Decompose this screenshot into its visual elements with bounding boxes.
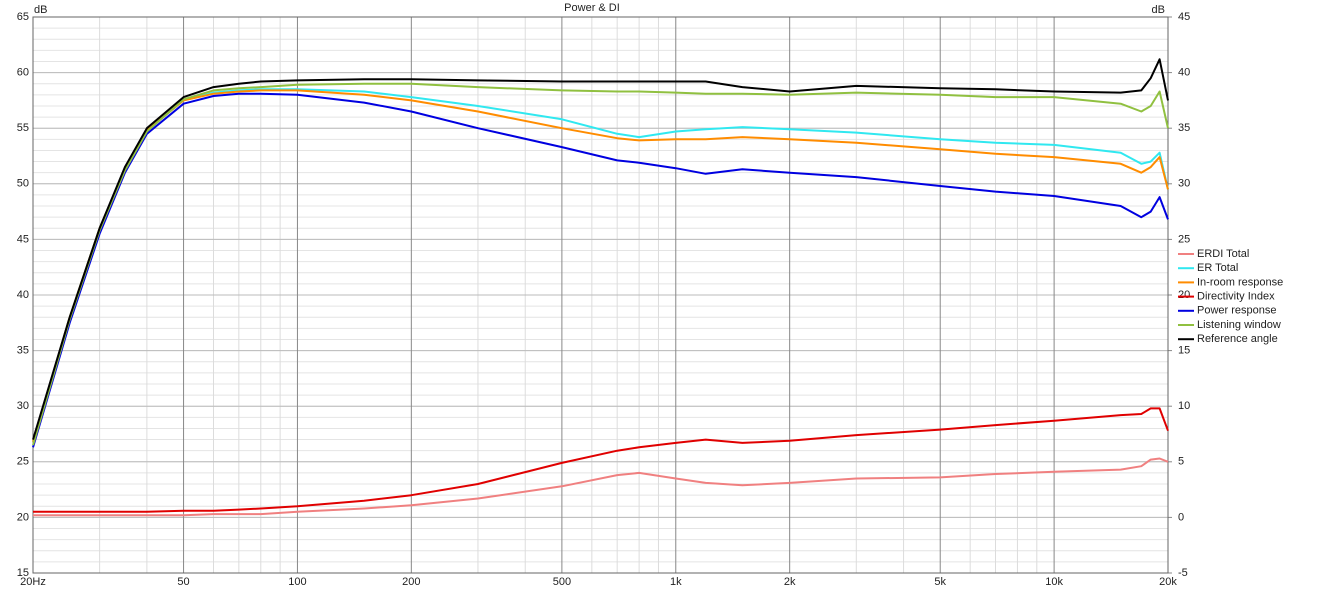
y2-tick-label: 20 [1178, 289, 1190, 301]
y2-tick-label: -5 [1178, 567, 1188, 579]
y2-tick-label: 30 [1178, 178, 1190, 190]
y2-tick-label: 40 [1178, 67, 1190, 79]
x-tick-label: 200 [402, 576, 420, 588]
y-tick-label: 35 [17, 345, 29, 357]
x-tick-label: 20k [1159, 576, 1177, 588]
x-tick-label: 10k [1045, 576, 1063, 588]
y-tick-label: 25 [17, 456, 29, 468]
y-tick-label: 15 [17, 567, 29, 579]
x-tick-label: 100 [288, 576, 306, 588]
series-line [32, 92, 1169, 448]
series-line [33, 407, 1169, 513]
x-tick-label: 50 [177, 576, 189, 588]
y2-tick-label: 15 [1178, 345, 1190, 357]
y2-tick-label: 0 [1178, 511, 1184, 523]
legend-label: Power response [1197, 305, 1277, 317]
x-tick-label: 500 [553, 576, 571, 588]
y-tick-label: 30 [17, 400, 29, 412]
chart-title: Power & DI [564, 2, 620, 14]
y2-axis-label: dB [1152, 4, 1165, 16]
series-line [32, 82, 1169, 446]
series-line [32, 58, 1169, 440]
y2-tick-label: 5 [1178, 456, 1184, 468]
y-axis-label: dB [34, 4, 47, 16]
legend-label: Reference angle [1197, 333, 1278, 345]
legend-label: In-room response [1197, 276, 1283, 288]
x-tick-label: 5k [934, 576, 946, 588]
x-tick-label: 1k [670, 576, 682, 588]
y2-tick-label: 35 [1178, 122, 1190, 134]
y-tick-label: 60 [17, 67, 29, 79]
y-tick-label: 20 [17, 511, 29, 523]
legend-label: ER Total [1197, 262, 1238, 274]
series-line [33, 457, 1169, 517]
plot-frame [32, 16, 1169, 574]
y2-tick-label: 10 [1178, 400, 1190, 412]
y-tick-label: 40 [17, 289, 29, 301]
y2-tick-label: 25 [1178, 233, 1190, 245]
y-tick-label: 45 [17, 233, 29, 245]
y-tick-label: 50 [17, 178, 29, 190]
x-tick-label: 2k [784, 576, 796, 588]
legend-label: Listening window [1197, 319, 1281, 331]
legend-label: Directivity Index [1197, 291, 1275, 303]
y-tick-label: 65 [17, 11, 29, 23]
x-tick-label: 20Hz [20, 576, 46, 588]
y-tick-label: 55 [17, 122, 29, 134]
legend-label: ERDI Total [1197, 248, 1249, 260]
y2-tick-label: 45 [1178, 11, 1190, 23]
